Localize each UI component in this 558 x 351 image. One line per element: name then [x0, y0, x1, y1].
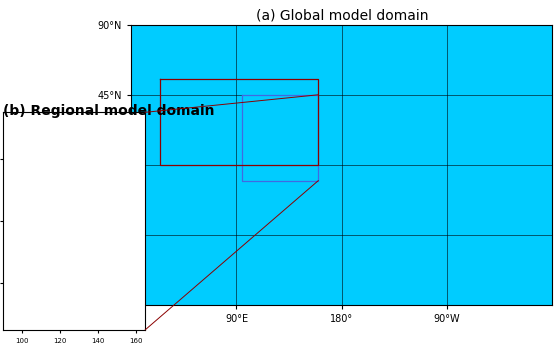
Title: (a) Global model domain: (a) Global model domain [256, 8, 428, 22]
Text: (b) Regional model domain: (b) Regional model domain [3, 104, 214, 118]
